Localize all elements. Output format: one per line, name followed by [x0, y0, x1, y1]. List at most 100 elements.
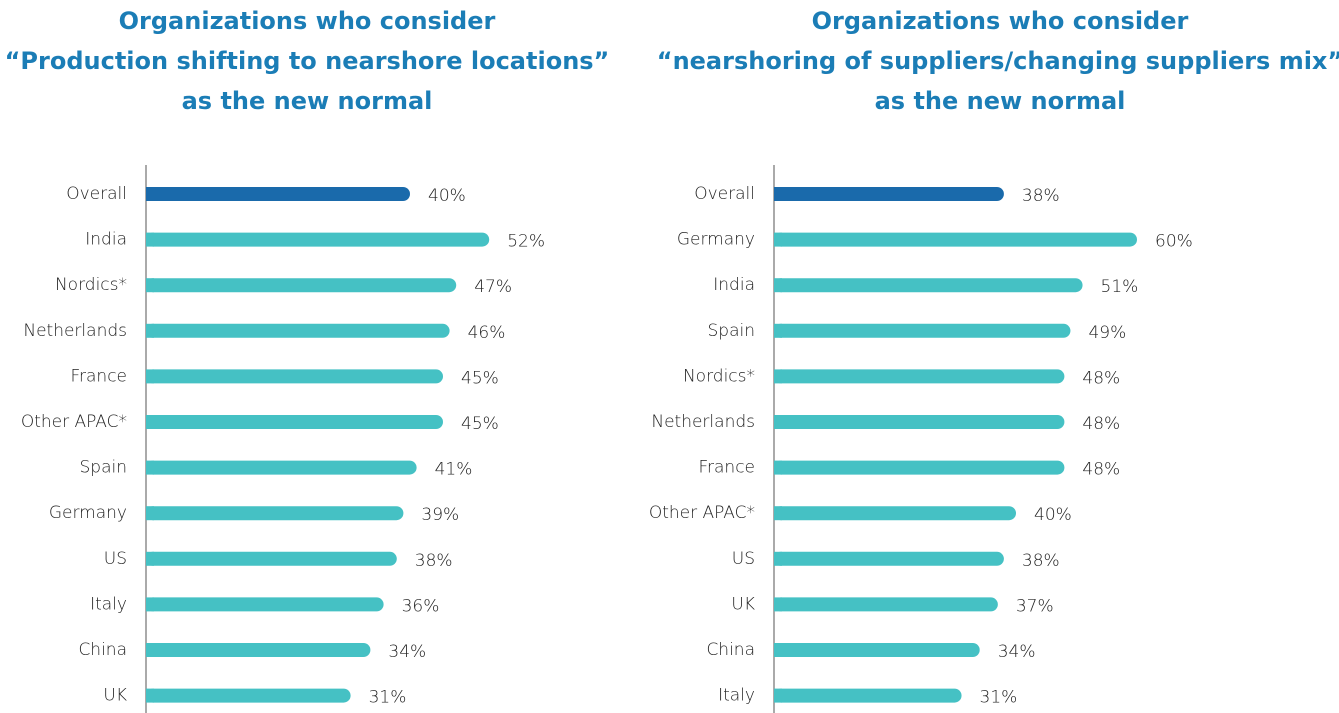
- bar-base: [774, 415, 782, 429]
- value-label: 48%: [1082, 460, 1120, 480]
- category-label: Other APAC*: [21, 412, 127, 432]
- bar-base: [774, 323, 782, 338]
- category-label: US: [732, 549, 755, 569]
- value-label: 34%: [388, 642, 426, 662]
- bar: [146, 506, 404, 521]
- bar: [774, 187, 1004, 201]
- bar-base: [146, 278, 154, 293]
- bar-base: [774, 187, 782, 201]
- category-label: Other APAC*: [649, 503, 755, 523]
- bar: [774, 597, 998, 612]
- bar: [774, 643, 980, 657]
- category-label: Germany: [677, 230, 755, 250]
- category-label: Spain: [80, 458, 128, 478]
- category-label: Overall: [694, 184, 755, 204]
- category-label: India: [713, 275, 755, 295]
- bar: [146, 232, 490, 247]
- value-label: 40%: [1034, 505, 1072, 525]
- value-label: 31%: [369, 688, 407, 708]
- value-label: 36%: [402, 596, 440, 616]
- bar-base: [774, 506, 782, 521]
- bar: [146, 597, 384, 612]
- category-label: Nordics*: [55, 275, 127, 295]
- category-label: Spain: [708, 321, 756, 341]
- value-label: 38%: [1022, 551, 1060, 571]
- bar: [774, 688, 962, 703]
- bar-base: [774, 232, 782, 247]
- bar: [774, 460, 1065, 475]
- bar: [146, 551, 397, 566]
- bar-base: [146, 415, 154, 429]
- value-label: 37%: [1016, 596, 1054, 616]
- bar-base: [146, 506, 154, 521]
- bar: [774, 232, 1137, 247]
- category-label: UK: [731, 594, 755, 614]
- value-label: 60%: [1155, 232, 1193, 252]
- bar: [146, 643, 371, 657]
- value-label: 48%: [1082, 368, 1120, 388]
- chart-title: Organizations who consider: [812, 7, 1189, 35]
- chart-title: “nearshoring of suppliers/changing suppl…: [657, 47, 1339, 75]
- category-label: China: [78, 640, 127, 660]
- bar-base: [146, 369, 154, 384]
- bar: [774, 323, 1071, 338]
- category-label: Overall: [66, 184, 127, 204]
- bar-base: [146, 460, 154, 475]
- bar: [774, 415, 1065, 429]
- bar-base: [774, 460, 782, 475]
- value-label: 52%: [507, 232, 545, 252]
- category-label: China: [706, 640, 755, 660]
- bar-base: [146, 688, 154, 703]
- category-label: UK: [103, 686, 127, 706]
- bar: [146, 187, 410, 201]
- value-label: 38%: [1022, 186, 1060, 206]
- category-label: Italy: [90, 594, 127, 614]
- value-label: 38%: [415, 551, 453, 571]
- bar-base: [146, 551, 154, 566]
- bar: [146, 323, 450, 338]
- value-label: 40%: [428, 186, 466, 206]
- category-label: France: [698, 458, 755, 478]
- chart-title: as the new normal: [875, 87, 1126, 115]
- value-label: 41%: [435, 460, 473, 480]
- bar-base: [146, 597, 154, 612]
- chart-title: as the new normal: [182, 87, 433, 115]
- bar: [774, 278, 1083, 293]
- bar: [774, 551, 1004, 566]
- category-label: Netherlands: [23, 321, 127, 341]
- bar-base: [146, 643, 154, 657]
- bar: [146, 278, 457, 293]
- bar: [146, 415, 443, 429]
- bar-base: [774, 369, 782, 384]
- category-label: US: [104, 549, 127, 569]
- category-label: Nordics*: [683, 366, 755, 386]
- value-label: 45%: [461, 414, 499, 434]
- bar-base: [774, 551, 782, 566]
- category-label: France: [70, 366, 127, 386]
- bar-base: [774, 278, 782, 293]
- chart-title: “Production shifting to nearshore locati…: [5, 47, 610, 75]
- value-label: 51%: [1101, 277, 1139, 297]
- value-label: 45%: [461, 368, 499, 388]
- bar: [146, 369, 443, 384]
- bar: [146, 688, 351, 703]
- category-label: Netherlands: [651, 412, 755, 432]
- bar-base: [146, 323, 154, 338]
- value-label: 34%: [998, 642, 1036, 662]
- category-label: Germany: [49, 503, 127, 523]
- value-label: 49%: [1088, 323, 1126, 343]
- bar-base: [146, 187, 154, 201]
- bar-base: [146, 232, 154, 247]
- bar-base: [774, 643, 782, 657]
- chart-title: Organizations who consider: [119, 7, 496, 35]
- category-label: Italy: [718, 686, 755, 706]
- bar-base: [774, 597, 782, 612]
- bar-base: [774, 688, 782, 703]
- value-label: 31%: [980, 688, 1018, 708]
- bar: [774, 369, 1065, 384]
- value-label: 47%: [474, 277, 512, 297]
- value-label: 39%: [421, 505, 459, 525]
- bar: [774, 506, 1016, 521]
